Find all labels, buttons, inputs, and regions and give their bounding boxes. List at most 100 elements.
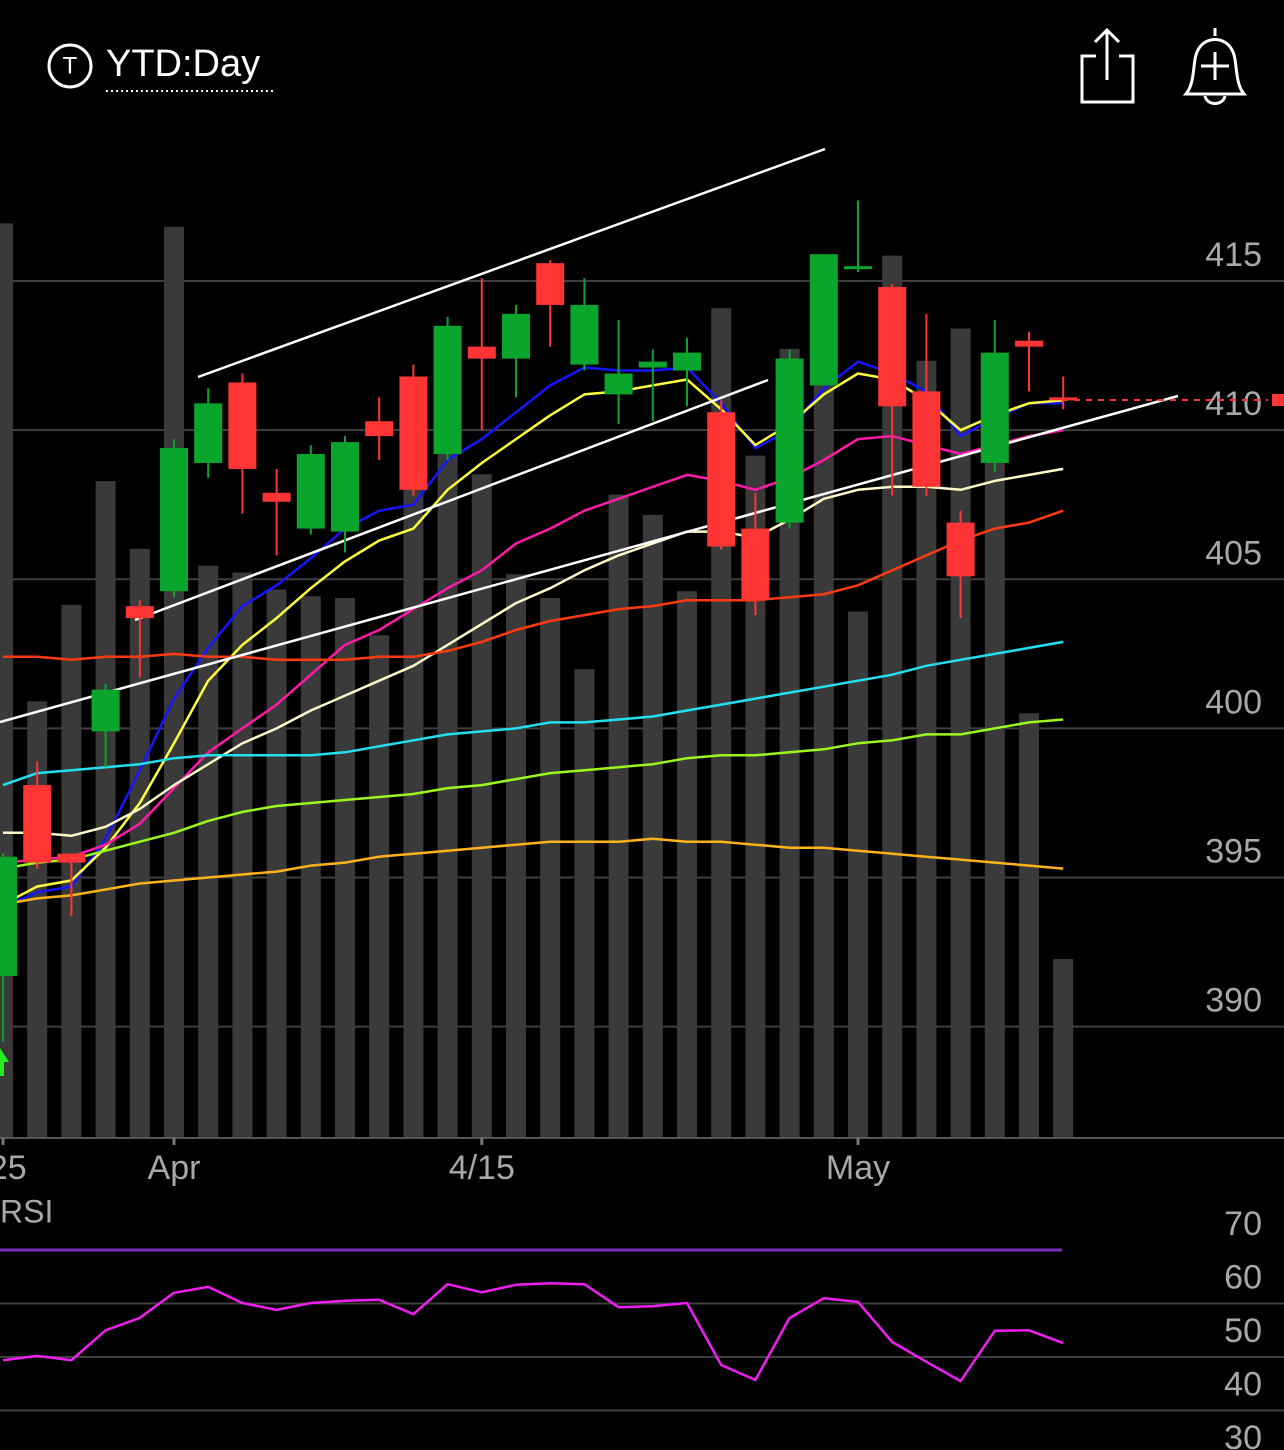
candle-body — [296, 454, 325, 529]
candle-body — [844, 266, 872, 270]
volume-bar — [848, 611, 868, 1137]
candle-body — [331, 442, 359, 532]
bell-plus — [1201, 52, 1229, 80]
candle-body — [946, 522, 975, 577]
volume-bar — [95, 481, 116, 1137]
candle-body — [57, 853, 86, 863]
x-tick-label: Apr — [148, 1149, 201, 1187]
timeframe-icon[interactable] — [47, 43, 93, 89]
x-tick-label: /25 — [0, 1149, 27, 1187]
y-tick-label: 405 — [1205, 534, 1262, 572]
candle-body — [1015, 340, 1043, 347]
share-button[interactable] — [1080, 27, 1135, 104]
volume-bar — [437, 409, 458, 1138]
indicator-line — [2, 837, 1064, 906]
trend-line — [134, 378, 769, 622]
trend-line — [197, 147, 826, 379]
y-tick-label: 50 — [1224, 1312, 1262, 1350]
candle-body — [707, 412, 736, 547]
y-tick-label: 40 — [1224, 1365, 1262, 1403]
last-price-marker — [0, 394, 1284, 1076]
price-grid: 390 395 400 405 410 415 — [0, 236, 1284, 1028]
x-tick-label: 4/15 — [449, 1149, 515, 1187]
volume-bar — [266, 589, 287, 1137]
candle-body — [604, 373, 633, 395]
indicator-line — [2, 360, 1064, 909]
volume-bar — [232, 572, 253, 1137]
indicator-line — [3, 467, 1064, 838]
candle-body — [912, 391, 941, 487]
volume-bar — [813, 379, 834, 1138]
volume-bar — [0, 223, 13, 1137]
indicator-line — [3, 509, 1064, 662]
y-tick-label: 410 — [1205, 385, 1262, 423]
candle-body — [673, 352, 701, 371]
volume-bar — [608, 494, 629, 1138]
candle-body — [502, 313, 530, 359]
candle-body — [809, 254, 838, 386]
candle-body — [23, 785, 52, 863]
candle-body — [536, 263, 565, 305]
volume-bar — [642, 514, 663, 1137]
volume-bars — [0, 223, 1074, 1138]
volume-bar — [1019, 713, 1039, 1137]
y-tick-label: 415 — [1205, 236, 1262, 274]
y-tick-label: 400 — [1205, 683, 1262, 721]
signal-arrow — [0, 1048, 9, 1076]
x-axis: /25 Apr 4/15 May — [0, 1138, 890, 1187]
rsi-panel: 30 40 50 60 70 — [0, 1205, 1284, 1450]
icon-letter: T — [63, 52, 78, 79]
alert-button[interactable] — [1182, 28, 1248, 105]
volume-bar — [574, 669, 595, 1137]
volume-bar — [335, 597, 355, 1137]
y-tick-label: 390 — [1205, 982, 1262, 1020]
volume-bar — [984, 392, 1005, 1137]
y-tick-label: 60 — [1224, 1258, 1262, 1296]
header: T YTD:Day — [47, 27, 1248, 105]
candle-body — [160, 448, 188, 592]
volume-bar — [164, 226, 184, 1137]
candle-body — [570, 304, 599, 365]
share-arrow — [1093, 27, 1121, 80]
share-box — [1080, 54, 1135, 104]
volume-bar — [916, 360, 937, 1137]
timeframe-title[interactable]: YTD:Day — [106, 43, 260, 85]
candle-body — [467, 346, 496, 359]
candle-body — [638, 361, 667, 368]
candle-body — [262, 492, 291, 502]
candle-body — [365, 421, 394, 437]
indicator-line — [2, 640, 1064, 787]
volume-bar — [745, 455, 766, 1137]
indicator-line — [2, 718, 1064, 870]
volume-bar — [403, 404, 424, 1137]
candle-body — [775, 358, 804, 523]
candle-body — [433, 325, 462, 455]
bell — [1182, 28, 1248, 96]
volume-bar — [198, 565, 219, 1137]
candle-body — [878, 287, 907, 407]
candle-body — [399, 376, 428, 490]
y-tick-label: 30 — [1224, 1419, 1262, 1450]
volume-bar — [540, 597, 561, 1137]
candle-body — [228, 382, 257, 469]
indicator-line — [2, 1281, 1064, 1383]
candle-body — [0, 856, 17, 976]
moving-averages — [2, 360, 1064, 909]
volume-bar — [369, 635, 390, 1137]
candle-body — [741, 528, 770, 601]
volume-bar — [779, 348, 800, 1137]
volume-bar — [677, 591, 697, 1137]
candle-body — [125, 606, 154, 619]
y-tick-label: 395 — [1205, 833, 1262, 871]
y-tick-label: 70 — [1224, 1205, 1262, 1243]
rsi-title: RSI — [0, 1193, 53, 1229]
candle-body — [1049, 397, 1078, 401]
x-tick-label: May — [826, 1149, 890, 1187]
volume-bar — [1053, 959, 1074, 1137]
candle-body — [980, 352, 1009, 463]
candle-body — [91, 689, 120, 732]
candle-body — [194, 403, 223, 463]
volume-bar — [506, 574, 526, 1137]
candles — [0, 200, 1078, 1042]
